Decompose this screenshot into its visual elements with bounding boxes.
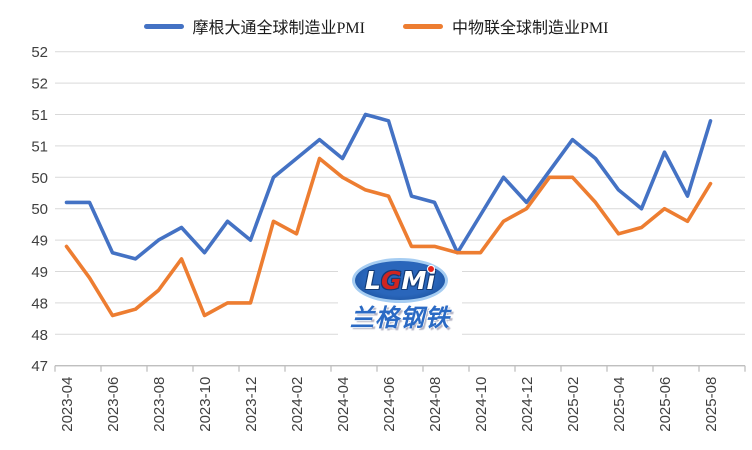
- chart-legend: 摩根大通全球制造业PMI 中物联全球制造业PMI: [0, 14, 752, 38]
- legend-item-cflp: 中物联全球制造业PMI: [403, 14, 608, 38]
- svg-text:48: 48: [31, 327, 48, 344]
- series-line: [64, 112, 713, 261]
- svg-text:50: 50: [31, 170, 48, 187]
- logo-letter-m: M: [401, 266, 427, 295]
- svg-text:52: 52: [31, 44, 48, 61]
- svg-text:2024-02: 2024-02: [289, 377, 306, 432]
- svg-text:52: 52: [31, 76, 48, 93]
- logo-letter-g: G: [380, 266, 402, 295]
- svg-text:49: 49: [31, 264, 48, 281]
- svg-text:47: 47: [31, 358, 48, 375]
- svg-text:2023-08: 2023-08: [151, 377, 168, 432]
- svg-text:51: 51: [31, 107, 48, 124]
- svg-text:2025-02: 2025-02: [565, 377, 582, 432]
- svg-text:50: 50: [31, 201, 48, 218]
- svg-text:2023-06: 2023-06: [105, 377, 122, 432]
- svg-text:2024-10: 2024-10: [473, 377, 490, 432]
- svg-text:2024-12: 2024-12: [519, 377, 536, 432]
- svg-text:2024-08: 2024-08: [427, 377, 444, 432]
- legend-swatch-jpmorgan: [143, 23, 184, 29]
- legend-label-jpmorgan: 摩根大通全球制造业PMI: [192, 20, 365, 37]
- series-line: [64, 156, 713, 318]
- svg-text:2023-04: 2023-04: [59, 377, 76, 432]
- logo-letter-l: L: [365, 266, 381, 295]
- svg-text:2023-10: 2023-10: [197, 377, 214, 432]
- svg-text:2025-04: 2025-04: [611, 377, 628, 432]
- logo-i-red-dot: [427, 266, 434, 272]
- watermark-chinese-text: 兰格钢铁: [350, 304, 450, 332]
- svg-text:2023-12: 2023-12: [243, 377, 260, 432]
- svg-text:2024-06: 2024-06: [381, 377, 398, 432]
- legend-label-cflp: 中物联全球制造业PMI: [452, 20, 609, 37]
- legend-swatch-cflp: [403, 23, 443, 29]
- svg-text:2025-06: 2025-06: [657, 377, 674, 432]
- logo-letter-i: i: [426, 266, 435, 295]
- svg-text:51: 51: [31, 138, 48, 155]
- svg-text:2024-04: 2024-04: [335, 377, 352, 432]
- svg-text:49: 49: [31, 233, 48, 250]
- svg-text:48: 48: [31, 295, 48, 312]
- svg-text:2025-08: 2025-08: [703, 377, 720, 432]
- legend-item-jpmorgan: 摩根大通全球制造业PMI: [143, 14, 365, 38]
